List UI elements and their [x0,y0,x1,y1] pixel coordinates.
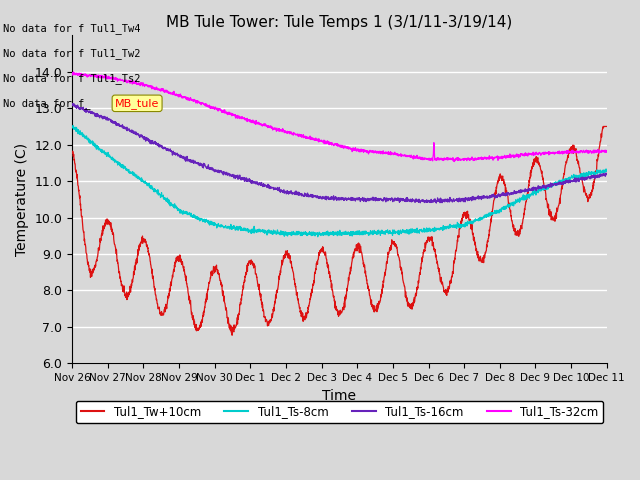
Text: No data for f Tul1_Ts2: No data for f Tul1_Ts2 [3,73,141,84]
Text: No data for f_: No data for f_ [3,98,91,109]
Text: No data for f Tul1_Tw2: No data for f Tul1_Tw2 [3,48,141,59]
Y-axis label: Temperature (C): Temperature (C) [15,143,29,256]
Text: No data for f Tul1_Tw4: No data for f Tul1_Tw4 [3,23,141,34]
X-axis label: Time: Time [323,389,356,403]
Legend: Tul1_Tw+10cm, Tul1_Ts-8cm, Tul1_Ts-16cm, Tul1_Ts-32cm: Tul1_Tw+10cm, Tul1_Ts-8cm, Tul1_Ts-16cm,… [76,401,603,423]
Text: MB_tule: MB_tule [115,98,159,109]
Title: MB Tule Tower: Tule Temps 1 (3/1/11-3/19/14): MB Tule Tower: Tule Temps 1 (3/1/11-3/19… [166,15,513,30]
